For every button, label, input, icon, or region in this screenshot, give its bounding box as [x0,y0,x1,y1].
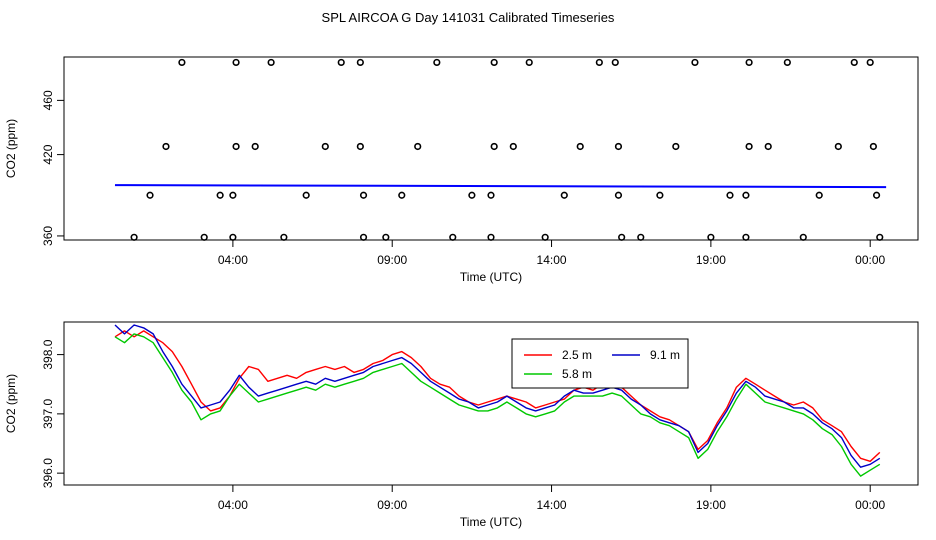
scatter-point [200,233,208,241]
scatter-point [468,191,476,199]
scatter-point [742,191,750,199]
y-tick-label: 420 [41,144,55,164]
scatter-point [216,191,224,199]
y-axis-title: CO2 (ppm) [4,374,18,433]
scatter-point [541,233,549,241]
scatter-point [691,58,699,67]
plot-frame [63,321,919,486]
x-tick-label: 09:00 [377,253,407,267]
scatter-point [356,58,364,67]
x-axis-title: Time (UTC) [460,270,522,284]
y-axis-title: CO2 (ppm) [4,119,18,178]
scatter-point [449,233,457,241]
legend-label: 9.1 m [650,348,680,362]
scatter-point [414,142,422,151]
scatter-point [232,58,240,67]
scatter-point [799,233,807,241]
scatter-point [490,142,498,151]
scatter-point [229,233,237,241]
scatter-point [707,233,715,241]
scatter-point [595,58,603,67]
scatter-point [866,58,874,67]
x-axis-title: Time (UTC) [460,515,522,529]
scatter-point [656,191,664,199]
legend-label: 5.8 m [562,367,592,381]
scatter-point [130,233,138,241]
y-tick-label: 360 [41,226,55,246]
x-tick-label: 04:00 [218,498,248,512]
scatter-point [576,142,584,151]
scatter-point [611,58,619,67]
y-tick-label: 460 [41,90,55,110]
scatter-point [337,58,345,67]
scatter-point [490,58,498,67]
scatter-point [618,233,626,241]
scatter-point [509,142,517,151]
scatter-point [487,233,495,241]
scatter-point [525,58,533,67]
series-line-91m [114,324,881,468]
scatter-point [251,142,259,151]
scatter-point [614,142,623,151]
series-line-25m [114,330,881,462]
chart-title: SPL AIRCOA G Day 141031 Calibrated Times… [322,10,615,25]
scatter-point [764,142,772,151]
x-tick-label: 14:00 [537,253,567,267]
x-tick-label: 00:00 [855,253,885,267]
scatter-point [745,58,753,67]
legend: 2.5 m 9.1 m 5.8 m [511,338,689,389]
scatter-point [433,58,441,67]
scatter-point [560,191,568,199]
scatter-point [178,58,186,67]
calibrated-panel: 04:00 09:00 14:00 19:00 00:00 396.0 397.0 398.0… [4,321,919,529]
series-line-58m [114,333,881,477]
scatter-point [726,191,734,199]
scatter-point [637,233,645,241]
scatter-point [487,191,495,199]
scatter-point [614,191,623,199]
scatter-point [783,58,791,67]
y-tick-label: 396.0 [41,458,55,488]
baseline-line [114,184,887,189]
y-tick-label: 398.0 [41,339,55,369]
x-tick-label: 00:00 [855,498,885,512]
scatter-point [232,142,240,151]
scatter-point [302,191,310,199]
plot-frame [63,56,919,241]
scatter-point [672,142,680,151]
y-tick-label: 397.0 [41,399,55,429]
scatter-point [146,191,154,199]
scatter-point [742,233,750,241]
x-tick-label: 04:00 [218,253,248,267]
scatter-point [356,142,364,151]
scatter-point [876,233,884,241]
x-tick-label: 19:00 [696,253,726,267]
scatter-point [834,142,842,151]
scatter-point [321,142,329,151]
scatter-point [229,191,237,199]
scatter-point [359,233,368,241]
scatter-point [280,233,288,241]
scatter-point [815,191,823,199]
x-tick-label: 09:00 [377,498,407,512]
scatter-point [162,142,170,151]
legend-label: 2.5 m [562,348,592,362]
scatter-point [745,142,753,151]
scatter-point [398,191,406,199]
scatter-point [359,191,368,199]
scatter-point [382,233,390,241]
scatter-point [267,58,275,67]
raw-panel: 04:00 09:00 14:00 19:00 00:00 360 420 460 Time (… [4,56,919,284]
x-tick-label: 14:00 [537,498,567,512]
scatter-point [872,191,881,199]
scatter-point [869,142,877,151]
scatter-point [850,58,858,67]
legend-box [511,338,689,389]
x-tick-label: 19:00 [696,498,726,512]
